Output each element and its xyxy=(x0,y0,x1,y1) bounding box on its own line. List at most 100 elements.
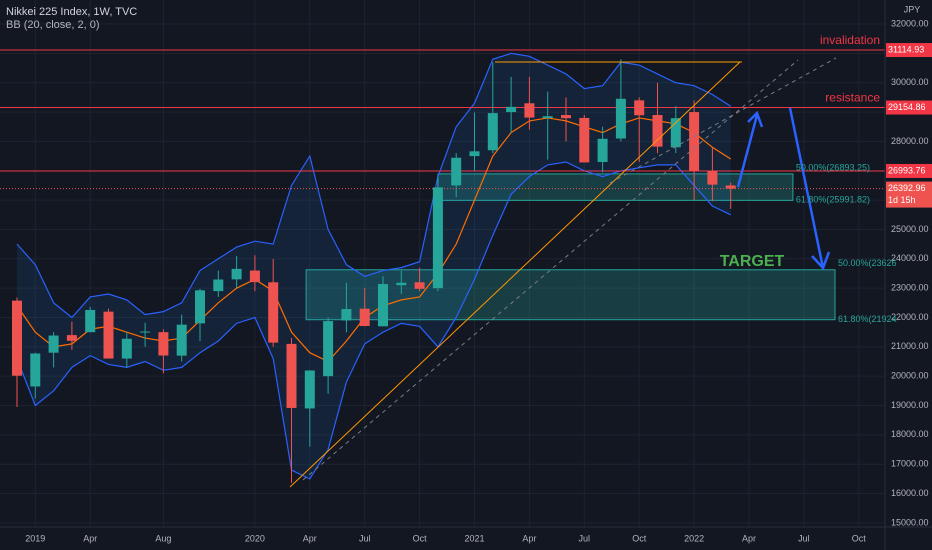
x-tick-label: Oct xyxy=(852,533,867,543)
candle-body xyxy=(561,115,571,119)
candle-body xyxy=(304,370,315,409)
y-tick-label: 20000.00 xyxy=(891,371,929,381)
candle-body xyxy=(378,284,388,327)
candle-body xyxy=(85,309,96,333)
dashed-line xyxy=(609,57,837,184)
candle-body xyxy=(121,338,132,359)
x-tick-label: 2020 xyxy=(245,533,265,543)
candle-body xyxy=(213,279,224,292)
y-tick-label: 17000.00 xyxy=(891,459,929,469)
indicator-label: BB (20, close, 2, 0) xyxy=(6,19,100,31)
fib-label: 50.00%(23626 xyxy=(838,258,897,268)
y-tick-label: 21000.00 xyxy=(891,341,929,351)
price-box xyxy=(886,181,932,208)
y-tick-label: 22000.00 xyxy=(891,312,929,322)
x-tick-label: Apr xyxy=(522,533,536,543)
candle-body xyxy=(341,309,352,321)
price-label: 31114.93 xyxy=(888,44,924,54)
y-tick-label: 24000.00 xyxy=(891,253,929,263)
candle-body xyxy=(615,98,626,139)
price-label: 26993.76 xyxy=(888,165,926,175)
bb-basis xyxy=(16,117,732,363)
currency: JPY xyxy=(904,4,921,14)
candle-body xyxy=(140,331,151,333)
x-tick-label: Oct xyxy=(413,533,428,543)
y-tick-label: 23000.00 xyxy=(891,283,929,293)
candle-body xyxy=(286,343,297,408)
x-tick-label: Aug xyxy=(155,533,171,543)
x-tick-label: 2021 xyxy=(464,533,484,543)
bb-lower xyxy=(16,161,731,480)
x-tick-label: 2019 xyxy=(25,533,45,543)
x-tick-label: Oct xyxy=(632,533,647,543)
band-fill xyxy=(17,53,731,479)
level-name: invalidation xyxy=(820,33,880,47)
price-box xyxy=(886,163,932,178)
candle-body xyxy=(30,353,41,387)
candle-body xyxy=(487,113,498,151)
y-tick-label: 25000.00 xyxy=(891,224,929,234)
bb-upper xyxy=(16,52,732,319)
candle-body xyxy=(323,321,334,377)
fib-label: 50.00%(26893.25) xyxy=(796,162,870,172)
arrow-up xyxy=(736,110,764,188)
candle-body xyxy=(268,282,279,343)
fib-zone xyxy=(305,269,836,321)
candle-body xyxy=(524,103,535,118)
candle-body xyxy=(670,118,681,148)
candle-body xyxy=(249,270,260,283)
y-tick-label: 18000.00 xyxy=(891,429,929,439)
x-tick-label: Apr xyxy=(742,533,756,543)
candle-body xyxy=(652,115,663,147)
level-name: resistance xyxy=(825,91,880,105)
y-tick-label: 32000.00 xyxy=(891,18,929,28)
price-label: 29154.86 xyxy=(888,102,926,112)
candle-body xyxy=(634,100,645,116)
candle-body xyxy=(469,151,480,157)
x-tick-label: 2022 xyxy=(684,533,704,543)
price-box xyxy=(886,43,932,58)
candle-body xyxy=(707,170,718,185)
candle-body xyxy=(396,282,407,286)
candle-body xyxy=(103,311,114,359)
countdown: 1d 15h xyxy=(888,195,916,205)
candle-body xyxy=(176,324,187,356)
candle-body xyxy=(359,308,370,327)
price-label: 26392.96 xyxy=(888,183,926,193)
candle-body xyxy=(689,112,700,171)
x-tick-label: Jul xyxy=(359,533,371,543)
x-tick-label: Jul xyxy=(579,533,591,543)
candle-body xyxy=(542,116,553,118)
y-tick-label: 15000.00 xyxy=(891,517,929,527)
chart-title: Nikkei 225 Index, 1W, TVC xyxy=(6,6,137,18)
x-tick-label: Apr xyxy=(303,533,317,543)
arrow-down xyxy=(788,107,831,271)
y-tick-label: 30000.00 xyxy=(891,77,929,87)
candle-body xyxy=(432,187,443,289)
candle-body xyxy=(506,106,517,113)
candle-body xyxy=(725,185,736,189)
candle-body xyxy=(66,335,77,341)
trend-line xyxy=(289,61,741,488)
y-tick-label: 19000.00 xyxy=(891,400,929,410)
candle-body xyxy=(451,157,462,186)
candle-body xyxy=(414,282,425,289)
candle-body xyxy=(597,138,608,162)
target-label: TARGET xyxy=(720,253,785,270)
x-tick-label: Jul xyxy=(798,533,810,543)
candle-body xyxy=(12,300,22,376)
candle-body xyxy=(158,332,169,356)
candle-body xyxy=(48,335,59,353)
y-tick-label: 28000.00 xyxy=(891,136,929,146)
x-tick-label: Apr xyxy=(83,533,97,543)
candle-body xyxy=(195,290,205,324)
price-box xyxy=(886,100,932,115)
plot xyxy=(0,0,885,527)
fib-label: 61.80%(25991.82) xyxy=(796,195,870,205)
candle-body xyxy=(231,268,242,280)
fib-label: 61.80%(21924 xyxy=(838,314,897,324)
y-tick-label: 16000.00 xyxy=(891,488,929,498)
candle-body xyxy=(579,117,590,163)
